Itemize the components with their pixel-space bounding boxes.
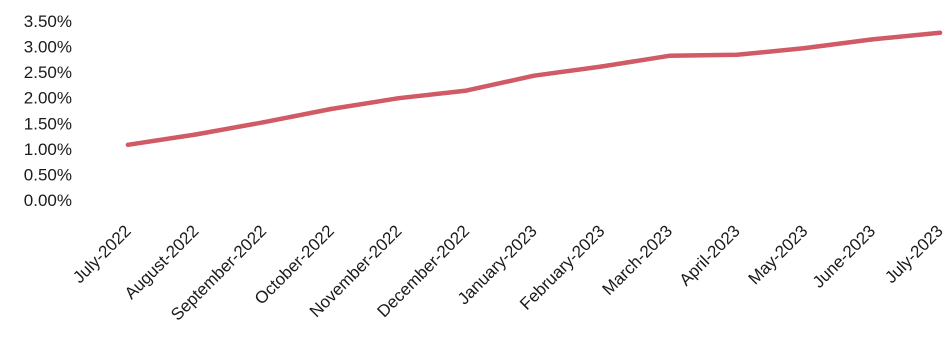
data-point (193, 132, 198, 137)
data-point (734, 52, 740, 57)
data-point (667, 53, 672, 58)
y-tick-label: 3.50% (24, 12, 72, 31)
series-line (125, 30, 943, 148)
x-tick-label: May-2023 (745, 221, 812, 288)
data-point (802, 45, 807, 51)
x-axis-tick-labels: July-2022August-2022September-2022Octobe… (69, 221, 945, 324)
x-tick-label: April-2023 (676, 221, 744, 289)
y-tick-label: 3.00% (24, 38, 72, 57)
x-tick-label: July-2023 (881, 221, 945, 287)
x-tick-label: March-2023 (599, 221, 677, 299)
y-axis-tick-labels: 3.50% 3.00% 2.50% 2.00% 1.50% 1.00% 0.50% 0.00% (24, 12, 72, 210)
y-tick-label: 1.00% (24, 140, 72, 159)
x-tick-label: July-2022 (69, 221, 135, 287)
data-point (464, 88, 469, 93)
x-tick-label: June-2023 (809, 221, 879, 291)
y-tick-label: 2.00% (24, 89, 72, 108)
data-point (531, 73, 537, 78)
data-point (261, 120, 266, 125)
data-point (125, 142, 131, 147)
data-point (937, 30, 943, 35)
y-tick-label: 1.50% (24, 114, 72, 133)
data-point (328, 106, 334, 112)
data-point (396, 96, 401, 101)
series-lines (125, 30, 943, 148)
data-point (599, 64, 604, 69)
y-tick-label: 0.00% (24, 191, 72, 210)
data-point (870, 37, 875, 42)
y-tick-label: 2.50% (24, 63, 72, 82)
y-tick-label: 0.50% (24, 165, 72, 184)
